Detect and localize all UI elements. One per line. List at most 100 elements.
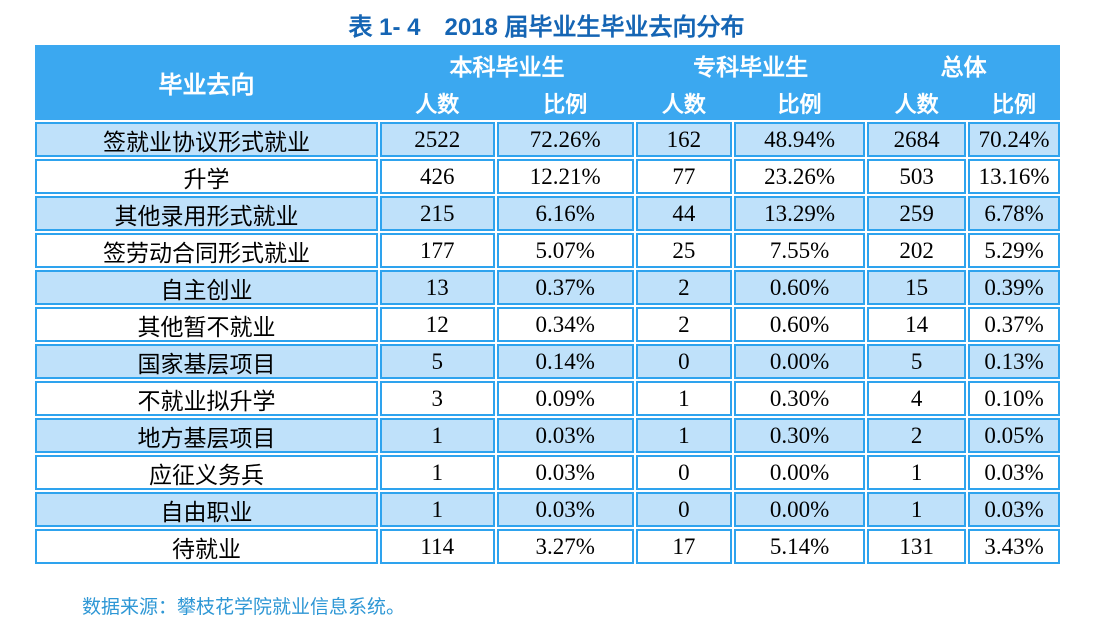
value-cell: 5.07% [496,233,634,268]
header-total-ratio: 比例 [992,91,1037,117]
value-cell: 14 [867,307,967,342]
value-cell: 0.30% [733,418,866,453]
value-cell: 5 [379,344,495,379]
value-cell: 0 [635,455,732,490]
destination-cell: 不就业拟升学 [35,381,378,416]
value-cell: 0.37% [968,307,1060,342]
value-cell: 1 [635,381,732,416]
value-cell: 5.29% [968,233,1060,268]
destination-cell: 地方基层项目 [35,418,378,453]
destination-cell: 国家基层项目 [35,344,378,379]
table-header: 毕业去向 本科毕业生 专科毕业生 总体 人数 比例 人数 比例 人数 比例 [35,45,1060,120]
destination-cell: 应征义务兵 [35,455,378,490]
header-junior-college-ratio: 比例 [777,91,822,117]
destination-cell: 其他录用形式就业 [35,196,378,231]
value-cell: 114 [379,529,495,564]
value-cell: 1 [379,418,495,453]
table-caption: 表 1- 4 2018 届毕业生毕业去向分布 [348,14,745,41]
value-cell: 12.21% [496,159,634,194]
value-cell: 25 [635,233,732,268]
value-cell: 17 [635,529,732,564]
value-cell: 0.03% [496,492,634,527]
value-cell: 3 [379,381,495,416]
value-cell: 44 [635,196,732,231]
value-cell: 23.26% [733,159,866,194]
value-cell: 1 [379,492,495,527]
value-cell: 1 [867,492,967,527]
header-group-undergraduate: 本科毕业生 [449,54,565,80]
value-cell: 162 [635,122,732,157]
value-cell: 15 [867,270,967,305]
value-cell: 426 [379,159,495,194]
value-cell: 2 [635,270,732,305]
value-cell: 259 [867,196,967,231]
value-cell: 13.16% [968,159,1060,194]
destination-cell: 升学 [35,159,378,194]
value-cell: 5 [867,344,967,379]
header-group-total: 总体 [940,54,987,80]
value-cell: 131 [867,529,967,564]
value-cell: 0.03% [496,418,634,453]
value-cell: 0.05% [968,418,1060,453]
value-cell: 0.14% [496,344,634,379]
value-cell: 0.60% [733,307,866,342]
header-total-count: 人数 [894,91,939,117]
value-cell: 0 [635,344,732,379]
value-cell: 13.29% [733,196,866,231]
value-cell: 7.55% [733,233,866,268]
value-cell: 0.03% [968,455,1060,490]
value-cell: 1 [635,418,732,453]
value-cell: 2 [635,307,732,342]
value-cell: 12 [379,307,495,342]
destination-cell: 其他暂不就业 [35,307,378,342]
value-cell: 0 [635,492,732,527]
value-cell: 0.00% [733,344,866,379]
value-cell: 0.60% [733,270,866,305]
value-cell: 2684 [867,122,967,157]
value-cell: 6.16% [496,196,634,231]
value-cell: 48.94% [733,122,866,157]
header-group-junior-college: 专科毕业生 [693,54,809,80]
value-cell: 0.30% [733,381,866,416]
value-cell: 0.09% [496,381,634,416]
value-cell: 215 [379,196,495,231]
value-cell: 1 [379,455,495,490]
value-cell: 1 [867,455,967,490]
value-cell: 0.34% [496,307,634,342]
value-cell: 3.43% [968,529,1060,564]
value-cell: 5.14% [733,529,866,564]
data-source-note: 数据来源：攀枝花学院就业信息系统。 [82,597,406,618]
destination-cell: 签就业协议形式就业 [35,122,378,157]
value-cell: 0.37% [496,270,634,305]
value-cell: 70.24% [968,122,1060,157]
value-cell: 13 [379,270,495,305]
destination-cell: 签劳动合同形式就业 [35,233,378,268]
value-cell: 72.26% [496,122,634,157]
value-cell: 503 [867,159,967,194]
value-cell: 202 [867,233,967,268]
value-cell: 6.78% [968,196,1060,231]
table-body: 签就业协议形式就业 2522 72.26% 162 48.94% 2684 70.24% 升学… [35,122,1060,564]
value-cell: 3.27% [496,529,634,564]
value-cell: 77 [635,159,732,194]
header-undergraduate-ratio: 比例 [543,91,588,117]
value-cell: 2 [867,418,967,453]
destination-cell: 自主创业 [35,270,378,305]
destination-cell: 自由职业 [35,492,378,527]
value-cell: 177 [379,233,495,268]
value-cell: 0.00% [733,455,866,490]
header-junior-college-count: 人数 [661,91,706,117]
header-destination: 毕业去向 [158,72,255,99]
value-cell: 0.03% [496,455,634,490]
value-cell: 0.13% [968,344,1060,379]
value-cell: 4 [867,381,967,416]
graduation-destination-table: 毕业去向 本科毕业生 专科毕业生 总体 人数 比例 人数 比例 人数 比例 签就… [35,45,1060,564]
value-cell: 0.39% [968,270,1060,305]
header-undergraduate-count: 人数 [415,91,460,117]
destination-cell: 待就业 [35,529,378,564]
value-cell: 0.10% [968,381,1060,416]
value-cell: 2522 [379,122,495,157]
value-cell: 0.03% [968,492,1060,527]
value-cell: 0.00% [733,492,866,527]
